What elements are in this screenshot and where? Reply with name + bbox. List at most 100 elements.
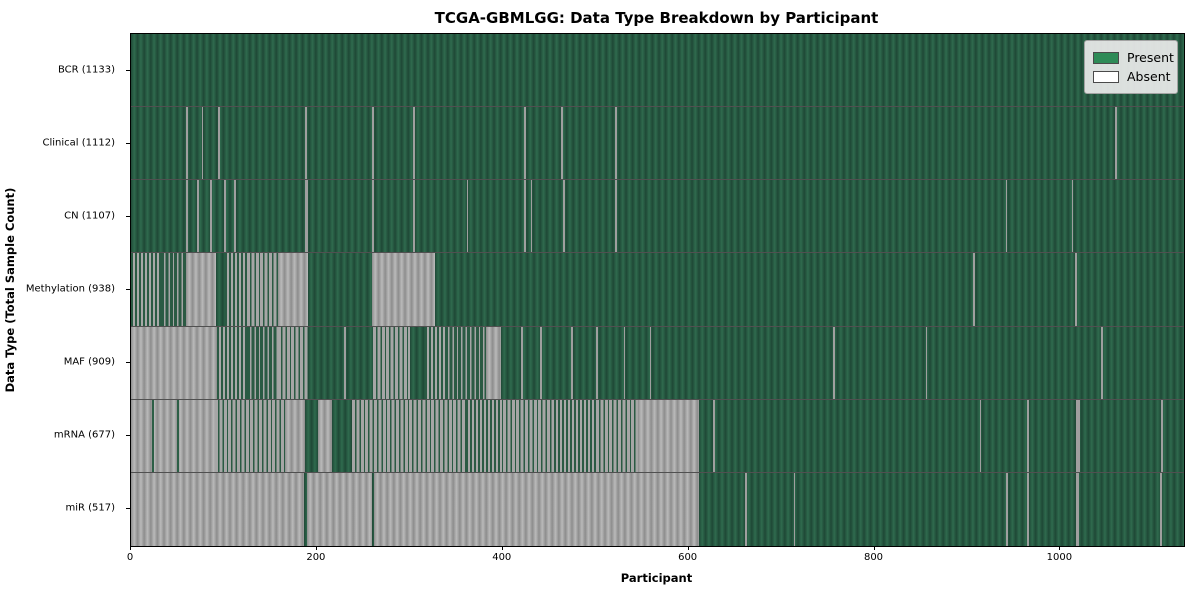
absent-line — [595, 326, 598, 399]
heatmap-row-maf — [131, 326, 1184, 400]
segment-present — [371, 472, 374, 546]
absent-line — [561, 107, 564, 180]
x-tick-mark — [687, 546, 689, 550]
absent-line — [973, 253, 975, 326]
segment-present — [307, 326, 373, 399]
segment-present — [500, 326, 1184, 399]
absent-line — [223, 180, 226, 253]
absent-line — [234, 180, 236, 253]
segment-mixed — [465, 399, 503, 472]
absent-line — [925, 326, 928, 399]
x-tick-label: 200 — [306, 552, 326, 563]
absent-line — [1005, 180, 1008, 253]
y-tick-mark — [126, 142, 130, 144]
heatmap-row-cn — [131, 180, 1184, 254]
y-tick-label: Clinical (1112) — [42, 137, 116, 149]
x-axis-label: Participant — [620, 571, 693, 585]
present-line — [177, 399, 180, 472]
segment-mixed — [553, 399, 596, 472]
legend-swatch-absent — [1093, 70, 1119, 83]
legend: Present Absent — [1084, 40, 1178, 94]
chart-title: TCGA-GBMLGG: Data Type Breakdown by Part… — [434, 9, 879, 27]
y-tick-label: mRNA (677) — [53, 429, 115, 441]
legend-label: Absent — [1127, 69, 1171, 84]
absent-line — [979, 399, 982, 472]
absent-line — [1159, 472, 1162, 546]
absent-line — [1160, 399, 1163, 472]
segment-mixed_present — [247, 326, 278, 399]
absent-line — [371, 180, 374, 253]
segment-mixed — [224, 253, 248, 326]
absent-line — [412, 180, 416, 253]
segment-mixed_absent — [352, 399, 466, 472]
legend-swatch-present — [1093, 51, 1119, 64]
absent-line — [539, 326, 542, 399]
segment-mixed_absent — [502, 399, 554, 472]
segment-present — [131, 180, 1184, 253]
x-tick-label: 0 — [126, 552, 134, 563]
segment-mixed_absent — [247, 253, 278, 326]
segment-mixed_absent — [277, 326, 308, 399]
segment-absent — [637, 399, 699, 472]
segment-present — [304, 399, 318, 472]
segment-mixed — [131, 253, 161, 326]
segment-absent — [185, 253, 216, 326]
segment-absent — [277, 253, 308, 326]
absent-line — [201, 107, 204, 180]
absent-line — [530, 180, 533, 253]
legend-item-present: Present — [1093, 49, 1174, 66]
absent-line — [1076, 399, 1080, 472]
heatmap-row-clinical — [131, 107, 1184, 181]
x-tick-mark — [873, 546, 875, 550]
heatmap-row-bcr — [131, 34, 1184, 108]
segment-mixed_absent — [214, 399, 286, 472]
segment-absent — [131, 399, 215, 472]
absent-line — [570, 326, 574, 399]
absent-line — [793, 472, 796, 546]
absent-line — [521, 326, 524, 399]
absent-line — [745, 472, 748, 546]
absent-line — [466, 180, 469, 253]
y-tick-mark — [126, 215, 130, 217]
absent-line — [209, 180, 212, 253]
y-tick-mark — [126, 289, 130, 290]
y-tick-mark — [126, 362, 130, 364]
y-tick-label: BCR (1133) — [57, 64, 115, 76]
absent-line — [304, 180, 308, 253]
segment-absent — [486, 326, 501, 399]
x-tick-mark — [130, 546, 131, 550]
absent-line — [1101, 326, 1104, 399]
absent-line — [524, 107, 526, 180]
segment-mixed_present — [445, 326, 487, 399]
absent-line — [412, 107, 416, 180]
absent-line — [1026, 472, 1029, 546]
y-tick-label: CN (1107) — [64, 210, 115, 222]
y-tick-label: MAF (909) — [63, 356, 115, 368]
segment-absent — [373, 472, 699, 546]
absent-line — [343, 326, 346, 399]
segment-mixed — [424, 326, 446, 399]
segment-absent — [371, 253, 435, 326]
absent-line — [304, 107, 307, 180]
heatmap-row-mir — [131, 472, 1184, 546]
present-line — [152, 399, 155, 472]
x-tick-label: 800 — [863, 552, 884, 563]
absent-line — [1076, 472, 1079, 546]
absent-line — [1026, 399, 1029, 472]
absent-line — [623, 326, 626, 399]
segment-present — [215, 253, 225, 326]
segment-present — [131, 107, 1184, 180]
x-tick-mark — [315, 546, 317, 550]
absent-line — [649, 326, 652, 399]
absent-line — [196, 180, 199, 253]
absent-line — [1006, 472, 1009, 546]
segment-present — [409, 326, 425, 399]
segment-present — [331, 399, 353, 472]
segment-present — [698, 399, 1184, 472]
legend-item-absent: Absent — [1093, 68, 1171, 85]
absent-line — [615, 180, 618, 253]
heatmap-row-methylation — [131, 253, 1184, 327]
absent-line — [185, 107, 188, 180]
y-tick-mark — [126, 508, 130, 510]
segment-absent — [131, 472, 304, 546]
